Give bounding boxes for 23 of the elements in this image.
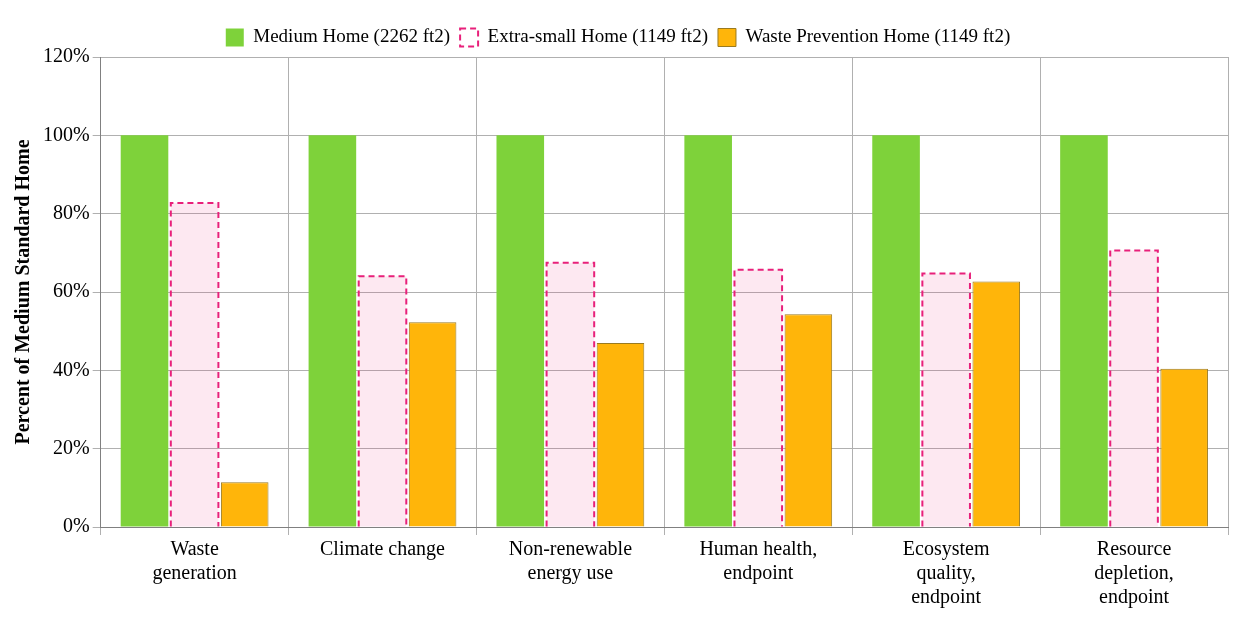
y-axis-title: Percent of Medium Standard Home	[11, 139, 34, 445]
x-tick-label: Climate change	[320, 537, 446, 561]
bar	[872, 135, 920, 527]
x-tick-label: Waste generation	[152, 537, 237, 585]
x-tick-label: Human health, endpoint	[699, 537, 818, 585]
y-tick-label: 40%	[52, 357, 90, 380]
bar	[684, 135, 732, 527]
bar	[496, 135, 545, 527]
bar	[308, 135, 357, 527]
y-tick-label: 20%	[52, 435, 90, 458]
y-tick-label: 60%	[52, 279, 90, 302]
y-tick-label: 80%	[52, 200, 90, 223]
bar	[120, 135, 169, 527]
legend-label: Extra-small Home (1149 ft2)	[487, 25, 708, 48]
x-tick-label: Ecosystem quality, endpoint	[902, 537, 990, 609]
x-tick-label: Resource depletion, endpoint	[1094, 537, 1174, 609]
legend-label: Medium Home (2262 ft2)	[253, 25, 451, 48]
bar	[1060, 135, 1108, 527]
legend-label: Waste Prevention Home (1149 ft2)	[745, 25, 1011, 48]
y-tick-label: 100%	[42, 122, 90, 145]
x-tick-label: Non-renewable energy use	[508, 537, 633, 585]
y-tick-label: 120%	[42, 44, 90, 67]
y-tick-label: 0%	[62, 514, 90, 537]
